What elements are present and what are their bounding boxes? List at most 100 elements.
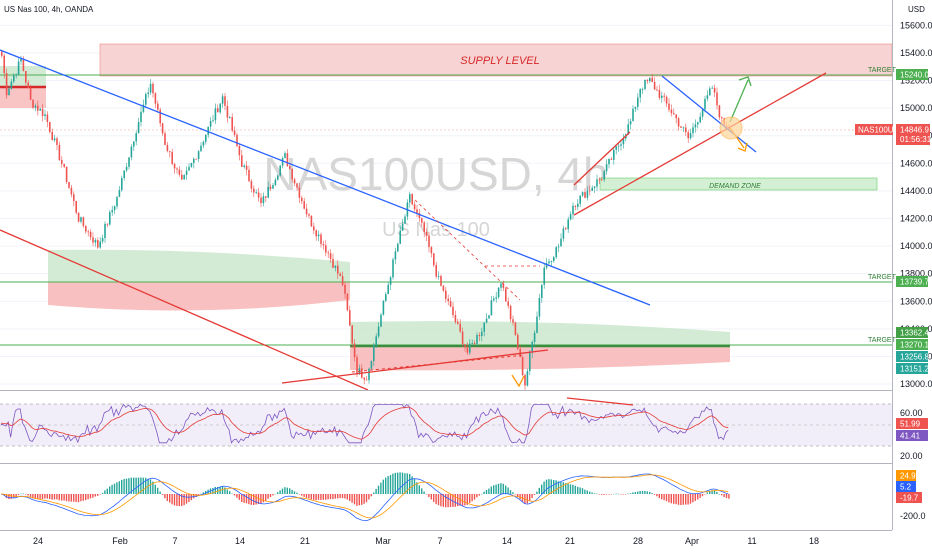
candle-body-3[interactable] xyxy=(8,88,10,96)
candle-body-245[interactable] xyxy=(589,190,591,192)
candle-body-16[interactable] xyxy=(39,108,41,111)
candle-body-2[interactable] xyxy=(5,73,8,96)
candle-body-12[interactable] xyxy=(29,88,32,100)
candle-body-284[interactable] xyxy=(682,127,685,129)
candle-body-21[interactable] xyxy=(51,131,53,141)
candle-body-173[interactable] xyxy=(416,209,418,214)
candle-body-278[interactable] xyxy=(668,103,670,110)
candle-body-166[interactable] xyxy=(399,230,401,244)
candle-body-246[interactable] xyxy=(591,187,593,191)
candle-body-38[interactable] xyxy=(92,237,94,243)
candle-body-51[interactable] xyxy=(123,170,125,179)
candle-body-6[interactable] xyxy=(15,74,17,76)
candle-body-184[interactable] xyxy=(442,285,445,291)
candle-body-283[interactable] xyxy=(680,126,682,128)
blue-short-line[interactable] xyxy=(661,75,757,153)
candle-body-206[interactable] xyxy=(495,297,497,299)
candle-body-84[interactable] xyxy=(202,141,205,146)
candle-body-32[interactable] xyxy=(77,212,80,222)
candle-body-71[interactable] xyxy=(171,152,173,164)
candle-body-28[interactable] xyxy=(68,182,70,188)
red-uptrend-line[interactable] xyxy=(573,72,827,216)
candle-body-61[interactable] xyxy=(147,92,149,95)
candle-body-216[interactable] xyxy=(519,348,521,357)
candle-body-196[interactable] xyxy=(471,342,473,344)
candle-body-272[interactable] xyxy=(653,81,656,90)
candle-body-235[interactable] xyxy=(565,228,567,230)
candle-body-57[interactable] xyxy=(137,122,140,134)
candle-body-172[interactable] xyxy=(413,204,416,210)
candle-body-9[interactable] xyxy=(22,58,25,72)
candle-body-133[interactable] xyxy=(320,234,322,245)
candle-body-35[interactable] xyxy=(85,225,87,232)
candle-body-55[interactable] xyxy=(133,141,135,147)
candle-body-214[interactable] xyxy=(514,322,517,335)
candle-body-129[interactable] xyxy=(310,215,313,227)
candle-body-273[interactable] xyxy=(656,89,658,91)
candle-body-188[interactable] xyxy=(452,306,454,316)
candle-body-165[interactable] xyxy=(397,243,399,252)
candle-body-15[interactable] xyxy=(37,105,39,111)
candle-body-161[interactable] xyxy=(387,284,389,295)
time-axis-ticks[interactable]: 24 Feb 7 14 21 Mar 7 14 21 28 Apr 11 18 xyxy=(33,536,819,546)
demand-zone[interactable] xyxy=(599,177,878,191)
candle-body-134[interactable] xyxy=(322,244,325,246)
candle-body-98[interactable] xyxy=(236,134,238,146)
candle-body-219[interactable] xyxy=(526,371,529,386)
candle-body-261[interactable] xyxy=(627,124,629,135)
candle-body-293[interactable] xyxy=(704,98,706,110)
candle-body-290[interactable] xyxy=(697,122,699,125)
candle-body-123[interactable] xyxy=(296,183,298,188)
candle-body-227[interactable] xyxy=(545,263,548,268)
candle-body-186[interactable] xyxy=(447,298,449,302)
candle-body-112[interactable] xyxy=(269,187,272,189)
candle-body-1[interactable] xyxy=(3,55,5,74)
candle-body-286[interactable] xyxy=(687,132,689,139)
candle-body-60[interactable] xyxy=(145,94,147,105)
candle-body-14[interactable] xyxy=(34,105,37,108)
candle-body-54[interactable] xyxy=(130,146,133,158)
candle-body-268[interactable] xyxy=(644,79,646,89)
candle-body-45[interactable] xyxy=(109,212,111,225)
candle-body-217[interactable] xyxy=(521,356,524,376)
candle-body-222[interactable] xyxy=(533,332,536,343)
candle-body-156[interactable] xyxy=(375,336,377,346)
candle-body-27[interactable] xyxy=(65,166,68,183)
candle-body-138[interactable] xyxy=(332,258,334,268)
candle-body-37[interactable] xyxy=(89,231,92,238)
candle-body-203[interactable] xyxy=(488,315,490,319)
candle-body-115[interactable] xyxy=(277,175,279,180)
candle-body-44[interactable] xyxy=(106,223,109,225)
candle-body-195[interactable] xyxy=(469,343,471,353)
candle-body-297[interactable] xyxy=(713,87,716,93)
candle-body-116[interactable] xyxy=(279,165,281,176)
candle-body-19[interactable] xyxy=(46,114,49,123)
candle-body-127[interactable] xyxy=(305,208,308,215)
candle-body-141[interactable] xyxy=(339,273,341,276)
candle-body-280[interactable] xyxy=(673,113,675,115)
candle-body-11[interactable] xyxy=(27,82,29,89)
candle-body-179[interactable] xyxy=(430,247,433,254)
candle-body-104[interactable] xyxy=(250,181,253,189)
candle-body-125[interactable] xyxy=(301,197,303,202)
candle-body-189[interactable] xyxy=(454,315,457,322)
candle-body-108[interactable] xyxy=(260,197,262,204)
candle-body-23[interactable] xyxy=(56,138,58,145)
candle-body-157[interactable] xyxy=(377,326,380,337)
candle-body-17[interactable] xyxy=(41,108,44,117)
candle-body-52[interactable] xyxy=(125,166,128,171)
candle-body-40[interactable] xyxy=(97,240,99,248)
candle-body-29[interactable] xyxy=(70,187,73,195)
candle-body-255[interactable] xyxy=(613,149,615,160)
candle-body-223[interactable] xyxy=(536,316,538,333)
candle-body-241[interactable] xyxy=(579,195,581,204)
candle-body-288[interactable] xyxy=(692,127,694,134)
candle-body-46[interactable] xyxy=(111,210,113,213)
candle-body-82[interactable] xyxy=(197,151,200,160)
candle-body-239[interactable] xyxy=(574,205,577,207)
candle-body-18[interactable] xyxy=(44,114,46,117)
candle-body-153[interactable] xyxy=(368,368,370,381)
candle-body-257[interactable] xyxy=(617,145,620,147)
candle-body-243[interactable] xyxy=(584,192,586,198)
